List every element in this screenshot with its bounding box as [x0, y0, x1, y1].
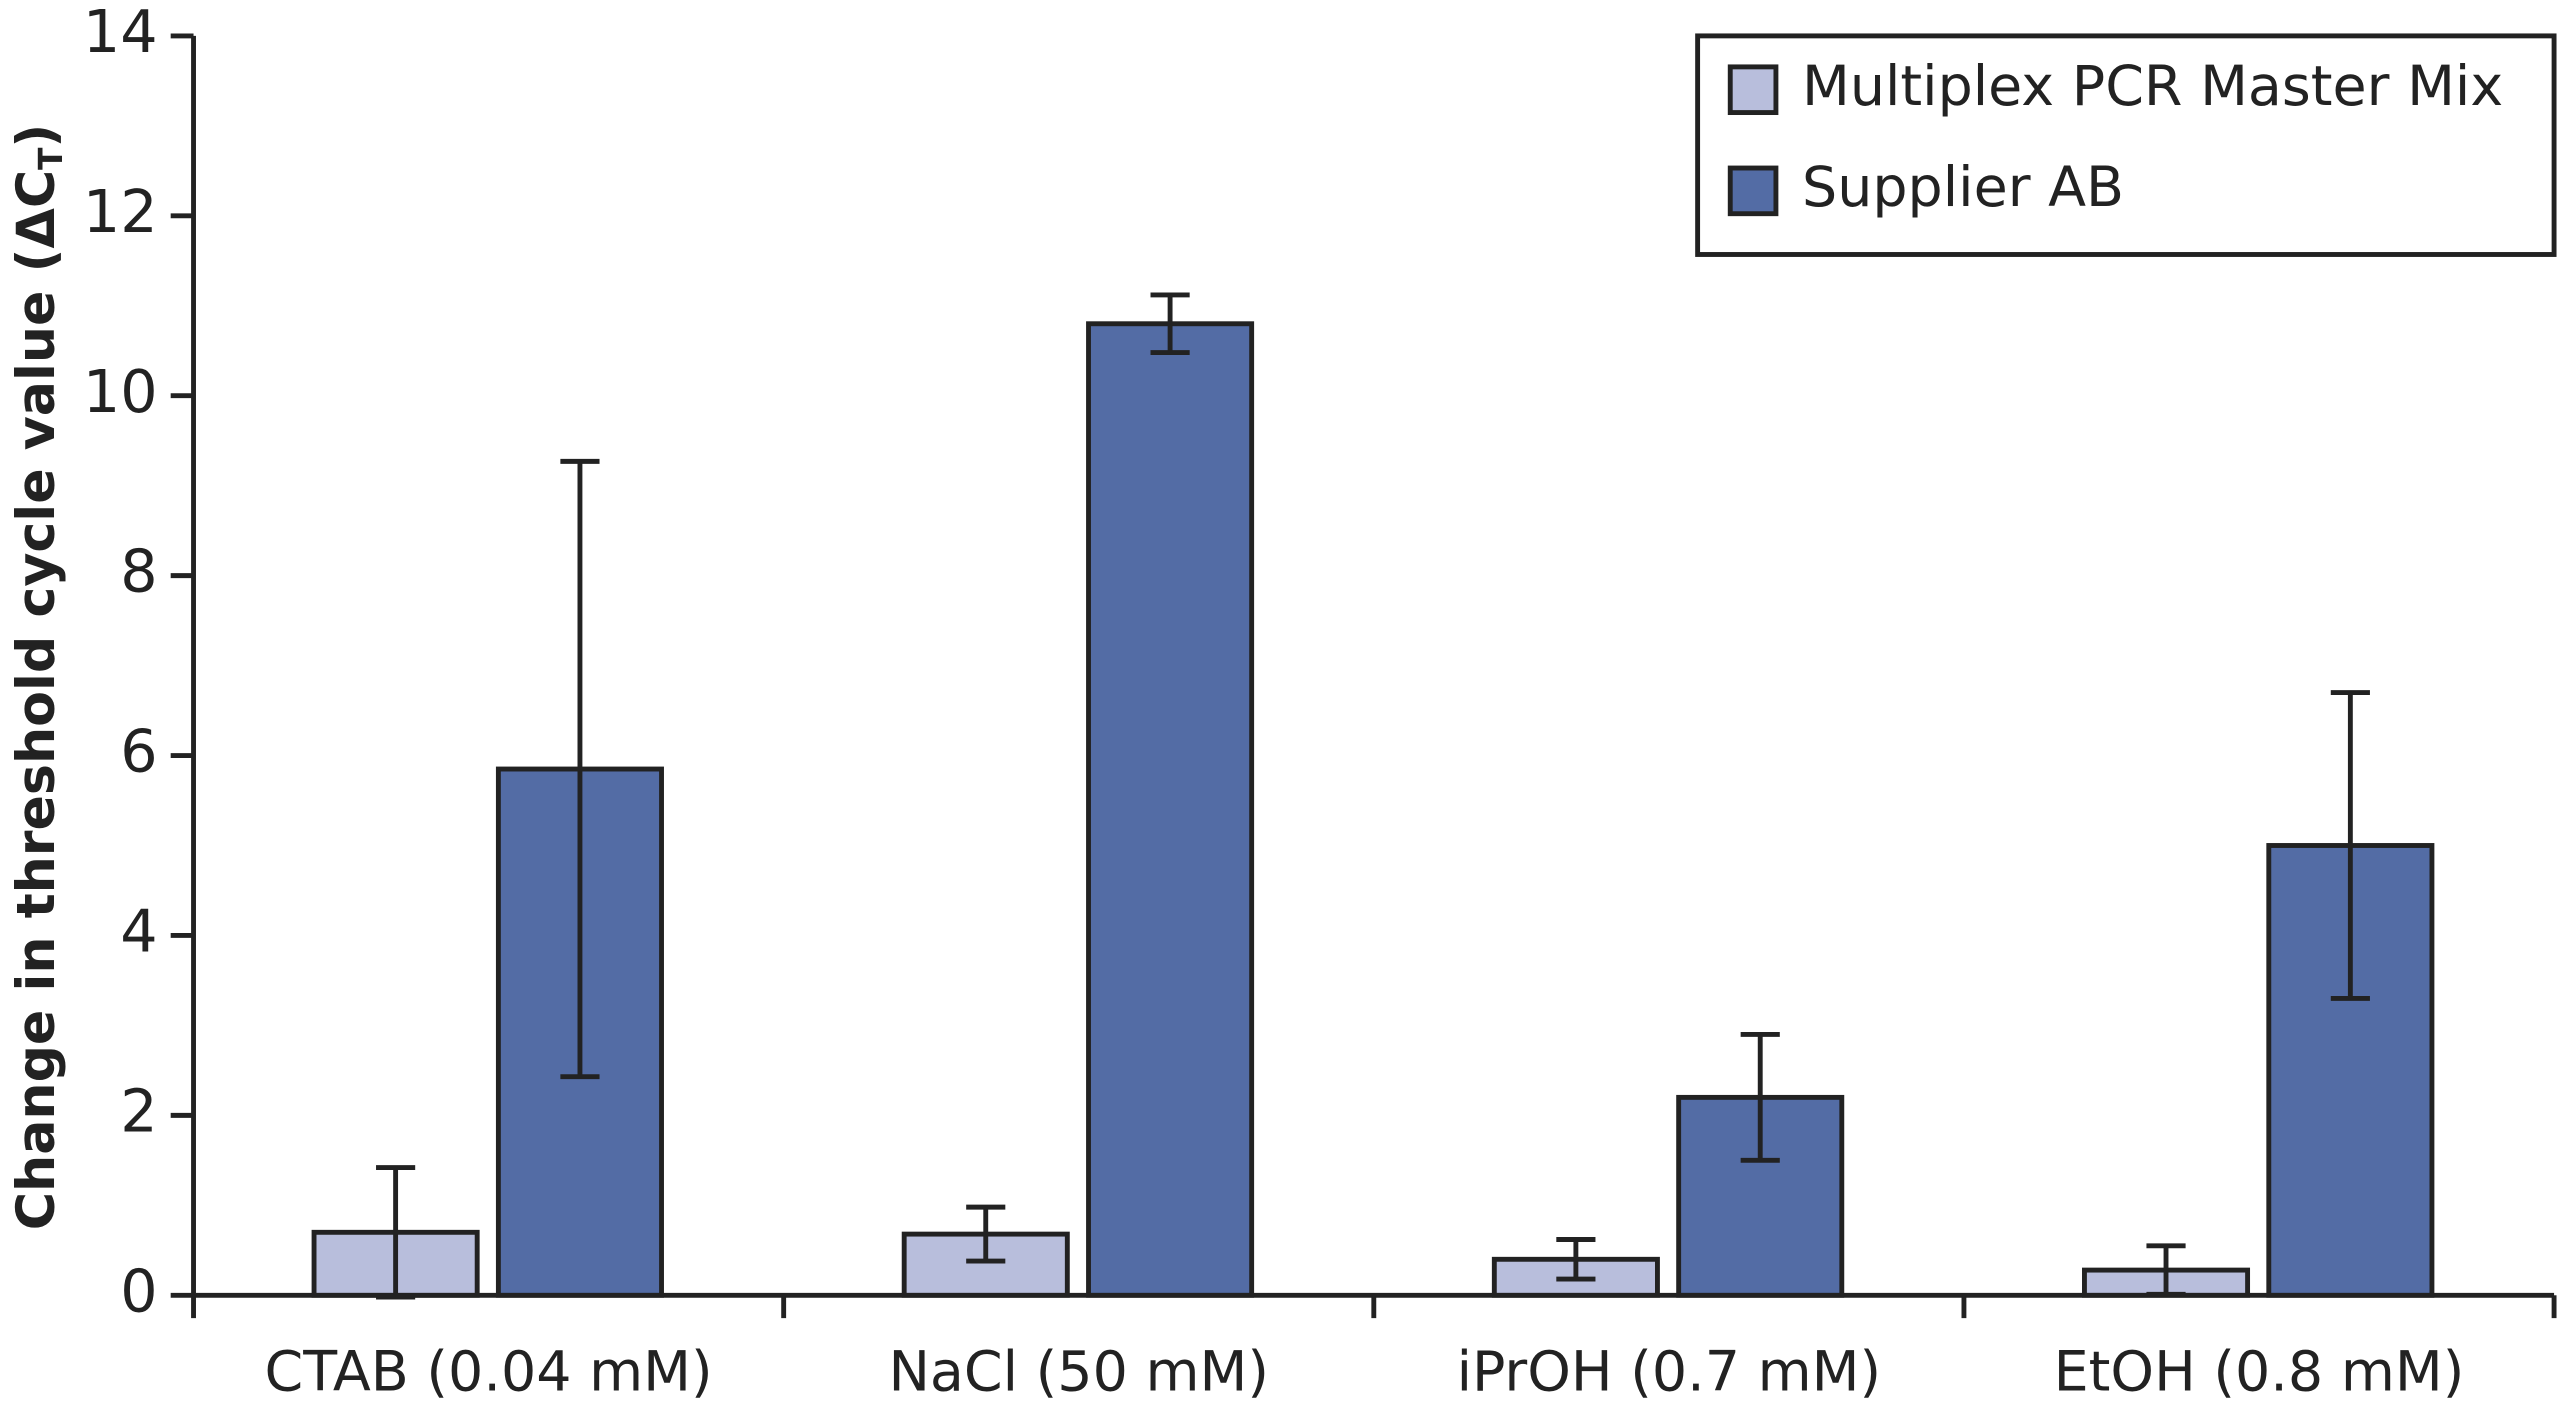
y-axis-label: Change in threshold cycle value (ΔCT) [7, 124, 70, 1230]
y-tick-label: 12 [83, 177, 158, 246]
legend-swatch [1727, 64, 1779, 116]
error-bar [1740, 1031, 1780, 1163]
legend-label: Multiplex PCR Master Mix [1802, 55, 2503, 119]
bar [1086, 321, 1255, 1298]
error-bar [2330, 690, 2370, 1001]
error-bar [966, 1204, 1006, 1264]
x-tick-label: iPrOH (0.7 mM) [1457, 1340, 1882, 1404]
error-bar [1150, 292, 1190, 355]
y-tick-label: 0 [120, 1256, 157, 1325]
legend: Multiplex PCR Master Mix Supplier AB [1695, 33, 2557, 257]
legend-label: Supplier AB [1802, 156, 2124, 220]
y-tick-label: 6 [120, 717, 157, 786]
x-tick-label: EtOH (0.8 mM) [2054, 1340, 2465, 1404]
x-tick-label: NaCl (50 mM) [888, 1340, 1269, 1404]
y-tick-label: 2 [120, 1076, 157, 1145]
legend-swatch [1727, 165, 1779, 217]
x-tick-label: CTAB (0.04 mM) [265, 1340, 713, 1404]
legend-box [1695, 33, 2557, 257]
y-tick-label: 4 [120, 897, 157, 966]
error-bar [560, 458, 600, 1080]
error-bar [1556, 1237, 1596, 1282]
error-bar [376, 1165, 416, 1300]
y-tick-label: 8 [120, 537, 157, 606]
y-tick-label: 10 [83, 357, 158, 426]
error-bar [2146, 1243, 2186, 1297]
y-tick-label: 14 [83, 0, 158, 66]
